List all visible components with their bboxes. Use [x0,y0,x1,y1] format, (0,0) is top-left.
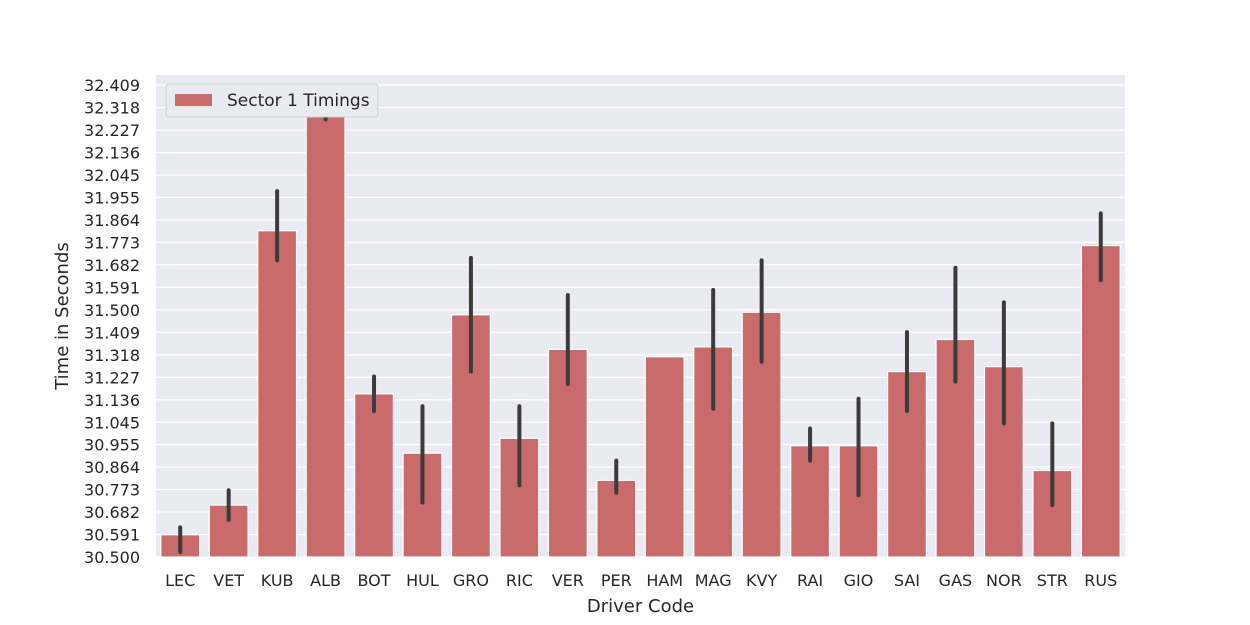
legend: Sector 1 Timings [165,83,379,118]
x-tick-label: RIC [506,571,533,590]
bar-alb [305,106,346,558]
y-tick-label: 30.682 [84,503,140,522]
y-tick-label: 30.591 [84,526,140,545]
y-tick-label: 31.591 [84,278,140,297]
y-tick-label: 31.136 [84,391,140,410]
bar-rai [790,445,831,558]
y-tick-label: 30.864 [84,458,140,477]
plot-background [156,75,1125,557]
y-tick-label: 31.227 [84,368,140,387]
x-tick-label: GAS [939,571,973,590]
y-tick-label: 32.227 [84,121,140,140]
x-tick-label: ALB [310,571,341,590]
y-tick-label: 32.409 [84,76,140,95]
x-tick-label: BOT [357,571,390,590]
y-axis-label: Time in Seconds [52,242,73,391]
x-tick-label: GRO [453,571,489,590]
x-tick-label: KVY [746,571,777,590]
y-tick-label: 31.409 [84,323,140,342]
x-tick-label: VER [552,571,584,590]
x-tick-label: RUS [1084,571,1117,590]
y-tick-label: 31.682 [84,256,140,275]
y-tick-label: 32.318 [84,99,140,118]
x-tick-label: HAM [646,571,683,590]
x-axis-label: Driver Code [587,596,694,617]
x-tick-label: PER [601,571,632,590]
y-tick-label: 30.955 [84,436,140,455]
y-tick-label: 30.773 [84,481,140,500]
y-tick-label: 31.864 [84,211,140,230]
x-tick-label: HUL [406,571,439,590]
y-tick-label: 31.955 [84,188,140,207]
legend-label: Sector 1 Timings [227,91,370,111]
y-tick-label: 32.136 [84,144,140,163]
bar-ham [644,356,685,558]
y-tick-label: 31.773 [84,233,140,252]
y-tick-label: 31.500 [84,301,140,320]
legend-swatch [175,94,212,106]
bars [160,106,1121,558]
y-tick-label: 31.318 [84,346,140,365]
legend-box [165,83,379,118]
x-tick-label: MAG [695,571,732,590]
bar-bot [354,393,395,558]
x-tick-label: STR [1037,571,1068,590]
x-tick-label: SAI [894,571,920,590]
error-bars [178,95,1103,555]
y-tick-label: 32.045 [84,166,140,185]
x-tick-labels: LEC VET KUB ALB BOT HUL GRO RIC VER PER HAM MAG KVY R… [165,571,1117,590]
bar-kub [257,230,298,558]
x-tick-label: LEC [165,571,195,590]
bar-str [1032,469,1073,558]
x-tick-label: RAI [797,571,823,590]
y-tick-labels: 30.500 30.591 30.682 30.773 30.864 30.955 31.0… [84,76,140,567]
bar-rus [1080,244,1121,558]
x-tick-label: GIO [844,571,874,590]
y-tick-label: 30.500 [84,548,140,567]
x-tick-label: VET [213,571,244,590]
x-tick-label: NOR [986,571,1022,590]
x-tick-label: KUB [261,571,294,590]
y-tick-label: 31.045 [84,413,140,432]
